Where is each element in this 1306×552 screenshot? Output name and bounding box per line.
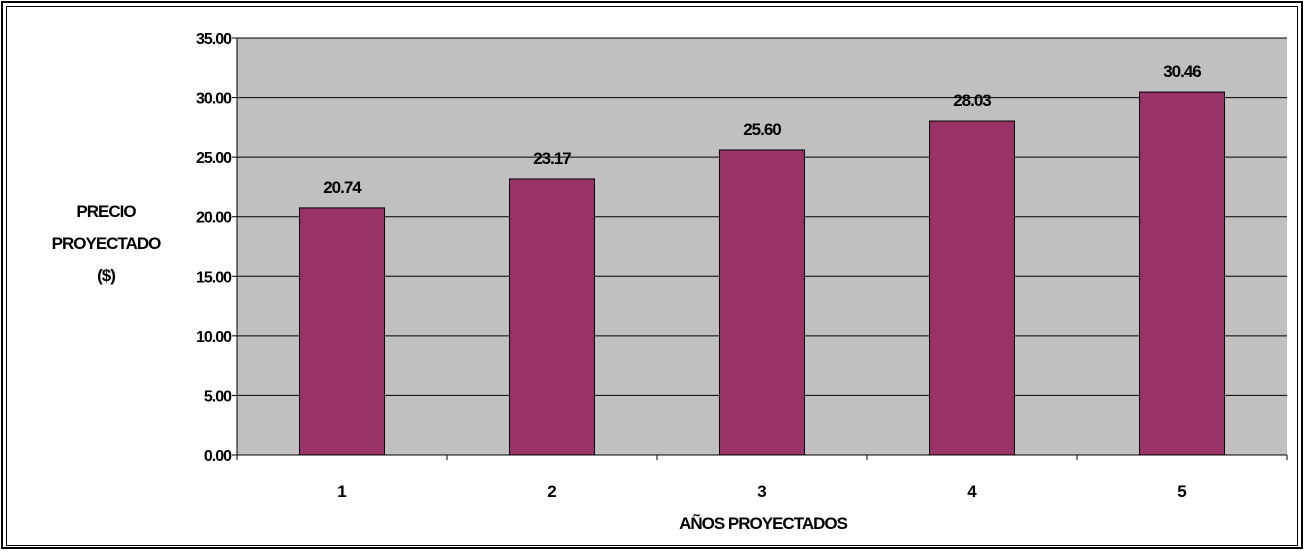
x-tick-label: 2: [547, 482, 556, 501]
y-tick-label: 0.00: [204, 448, 232, 465]
y-tick-label: 20.00: [196, 210, 232, 227]
x-axis-title: AÑOS PROYECTADOS: [679, 513, 848, 533]
bar: [929, 120, 1015, 456]
y-tick-label: 5.00: [204, 388, 232, 405]
y-axis-title-line-2: PROYECTADO: [52, 234, 161, 253]
x-tick-labels: 1 2 3 4 5: [236, 455, 1288, 501]
x-tick-label: 1: [337, 482, 346, 501]
y-axis-title-line-1: PRECIO: [76, 202, 136, 221]
y-tick-label: 35.00: [196, 31, 232, 48]
y-tick-label: 25.00: [196, 150, 232, 167]
x-tick-label: 4: [967, 482, 977, 501]
bars: [299, 91, 1225, 456]
y-axis-title-line-3: ($): [97, 266, 115, 285]
data-labels: 20.74 23.17 25.60 28.03 30.46: [323, 62, 1202, 197]
bar: [509, 178, 595, 456]
data-label: 28.03: [953, 91, 991, 110]
data-label: 20.74: [323, 178, 362, 197]
bar: [1139, 91, 1225, 456]
bar: [719, 149, 805, 456]
bar: [299, 207, 385, 456]
x-tick-label: 5: [1177, 482, 1186, 501]
y-tick-label: 10.00: [196, 329, 232, 346]
y-tick-label: 30.00: [196, 91, 232, 108]
chart-inner-frame: [6, 6, 1298, 546]
data-label: 23.17: [533, 149, 571, 168]
y-tick-label: 15.00: [196, 269, 232, 286]
axes: [236, 38, 1287, 456]
x-tick-label: 3: [757, 482, 766, 501]
data-label: 30.46: [1163, 62, 1201, 81]
data-label: 25.60: [743, 120, 781, 139]
y-tick-labels: 0.00 5.00 10.00 15.00 20.00 25.00 30.00 35.00: [196, 31, 237, 465]
